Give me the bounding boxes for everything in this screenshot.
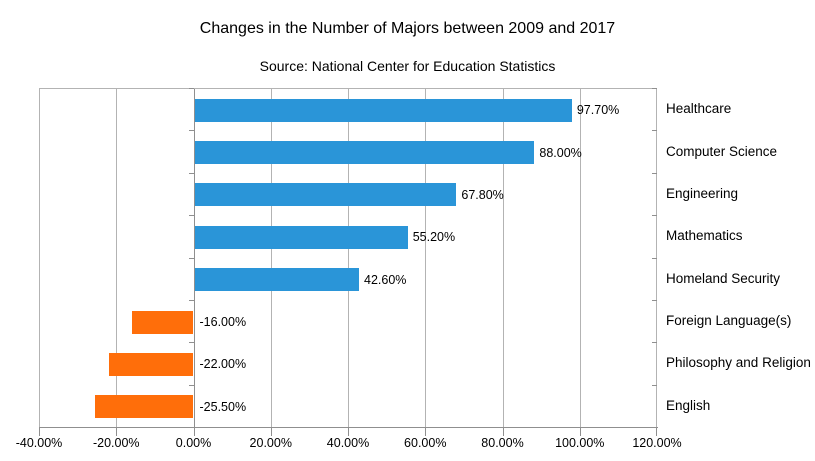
x-axis-tick-label: -20.00% xyxy=(92,436,140,450)
data-bar xyxy=(194,183,457,207)
category-axis-tick xyxy=(188,88,194,89)
category-label: Homeland Security xyxy=(666,270,781,286)
chart-subtitle: Source: National Center for Education St… xyxy=(259,58,556,74)
category-axis-tick xyxy=(652,130,657,131)
category-axis-tick xyxy=(188,427,194,428)
x-axis-tick xyxy=(270,427,272,436)
gridline xyxy=(502,89,504,428)
x-axis-tick xyxy=(656,427,657,436)
category-label: Philosophy and Religion xyxy=(666,355,811,371)
x-axis-tick-label: 100.00% xyxy=(555,436,605,450)
x-axis-tick xyxy=(425,427,427,436)
category-axis-tick xyxy=(188,215,194,216)
category-axis-tick xyxy=(652,385,657,386)
gridline xyxy=(193,89,195,428)
gridline xyxy=(39,89,40,428)
category-axis-tick xyxy=(188,173,194,174)
data-bar xyxy=(108,352,194,376)
category-axis-tick xyxy=(652,427,657,428)
data-bar xyxy=(194,141,535,165)
data-label: 42.60% xyxy=(364,272,407,287)
data-bar xyxy=(194,268,360,292)
data-label: -22.00% xyxy=(199,357,247,372)
x-axis-tick xyxy=(502,427,504,436)
category-axis-tick xyxy=(188,342,194,343)
category-axis-tick xyxy=(652,215,657,216)
category-axis-tick xyxy=(652,258,657,259)
category-label: English xyxy=(666,397,711,413)
category-label: Foreign Language(s) xyxy=(666,313,792,329)
category-label: Computer Science xyxy=(666,143,778,159)
category-axis-tick xyxy=(188,258,194,259)
category-axis-tick xyxy=(652,173,657,174)
category-label: Healthcare xyxy=(666,101,732,117)
gridline xyxy=(348,89,349,428)
x-axis-tick-label: 120.00% xyxy=(632,436,682,450)
category-axis-tick xyxy=(188,130,194,131)
x-axis-tick-label: -40.00% xyxy=(15,436,63,450)
data-label: 55.20% xyxy=(412,230,456,245)
gridline xyxy=(579,89,581,428)
chart-title: Changes in the Number of Majors between … xyxy=(199,20,616,37)
x-axis-tick-label: 60.00% xyxy=(404,436,447,450)
data-bar xyxy=(194,225,408,249)
plot-area: 97.70% 88.00% 67.80% 55.20% 42.60% -16.00% -22… xyxy=(39,88,657,428)
category-label: Engineering xyxy=(666,185,739,201)
data-bar xyxy=(131,310,194,334)
data-label: 88.00% xyxy=(539,145,582,160)
x-axis-tick xyxy=(348,427,349,436)
category-axis-tick xyxy=(188,300,194,301)
category-axis-tick xyxy=(188,385,194,386)
x-axis-tick-label: 80.00% xyxy=(481,436,524,450)
data-label: -16.00% xyxy=(199,315,247,330)
gridline xyxy=(270,89,272,428)
x-axis-tick xyxy=(193,427,195,436)
gridline xyxy=(116,89,118,428)
x-axis-tick-label: 0.00% xyxy=(175,436,212,450)
x-axis-tick xyxy=(39,427,40,436)
data-bar xyxy=(194,98,572,122)
category-axis-tick xyxy=(652,300,657,301)
x-axis-tick xyxy=(116,427,118,436)
x-axis-tick-label: 20.00% xyxy=(249,436,292,450)
category-label: Mathematics xyxy=(666,228,743,244)
x-axis-tick xyxy=(579,427,581,436)
x-axis-tick-label: 40.00% xyxy=(326,436,370,450)
category-axis-tick xyxy=(652,88,657,89)
data-label: 97.70% xyxy=(576,103,620,118)
data-label: 67.80% xyxy=(461,187,504,202)
gridline xyxy=(425,89,427,428)
category-axis-tick xyxy=(652,342,657,343)
data-bar xyxy=(95,395,194,419)
data-label: -25.50% xyxy=(199,399,247,414)
